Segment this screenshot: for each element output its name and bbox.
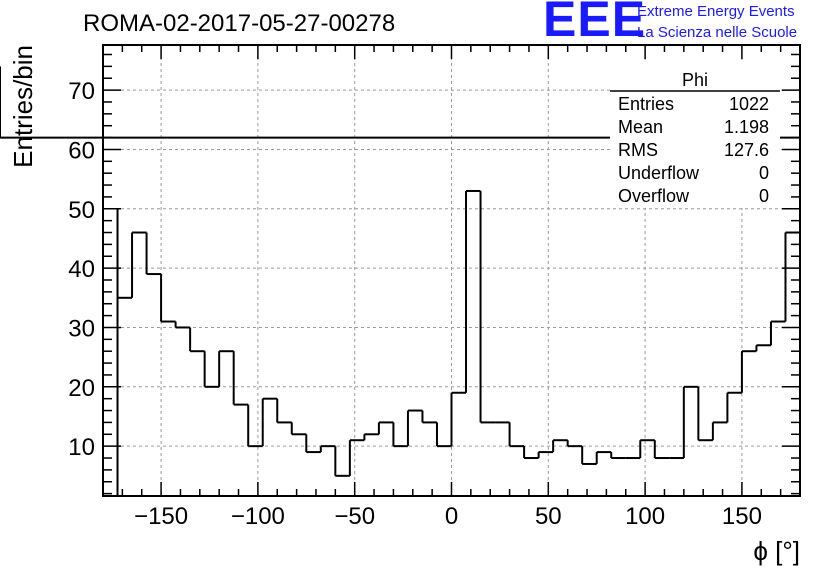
stats-label: RMS xyxy=(618,140,658,160)
stats-label: Mean xyxy=(618,117,663,137)
stats-value: 0 xyxy=(759,186,769,206)
stats-label: Entries xyxy=(618,94,674,114)
x-tick-label: 150 xyxy=(722,503,762,530)
stats-value: 1.198 xyxy=(724,117,769,137)
y-tick-label: 40 xyxy=(68,256,95,283)
stats-rows: Entries 1022 Mean 1.198 RMS 127.6 Underflow 0 Ov… xyxy=(618,94,769,206)
y-tick-label: 50 xyxy=(68,197,95,224)
x-tick-label: 0 xyxy=(445,503,458,530)
stats-value: 1022 xyxy=(729,94,769,114)
x-tick-label: −50 xyxy=(334,503,375,530)
stats-box: Phi Entries 1022 Mean 1.198 RMS 127.6 Underflo… xyxy=(610,62,780,208)
y-tick-label: 20 xyxy=(68,375,95,402)
y-tick-labels: 10 20 30 40 50 60 70 xyxy=(68,78,95,461)
y-tick-label: 30 xyxy=(68,315,95,342)
eee-logo-line1: Extreme Energy Events xyxy=(637,3,795,20)
y-tick-label: 60 xyxy=(68,137,95,164)
x-tick-label: −100 xyxy=(231,503,285,530)
y-axis-title: Entries/bin xyxy=(8,45,38,168)
eee-logo: EEE xyxy=(543,0,647,47)
x-tick-label: −150 xyxy=(134,503,188,530)
axis-ticks xyxy=(102,45,801,496)
run-title: ROMA-02-2017-05-27-00278 xyxy=(83,10,396,37)
x-tick-label: 100 xyxy=(625,503,665,530)
stats-title: Phi xyxy=(682,70,708,90)
stats-value: 127.6 xyxy=(724,140,769,160)
stats-value: 0 xyxy=(759,163,769,183)
x-tick-label: 50 xyxy=(535,503,562,530)
x-axis-title: ϕ [°] xyxy=(753,536,800,566)
y-tick-label: 10 xyxy=(68,434,95,461)
x-tick-labels: −150 −100 −50 0 50 100 150 xyxy=(134,503,762,530)
y-tick-label: 70 xyxy=(68,78,95,105)
stats-label: Underflow xyxy=(618,163,700,183)
stats-label: Overflow xyxy=(618,186,690,206)
eee-logo-line2: La Scienza nelle Scuole xyxy=(637,24,798,41)
